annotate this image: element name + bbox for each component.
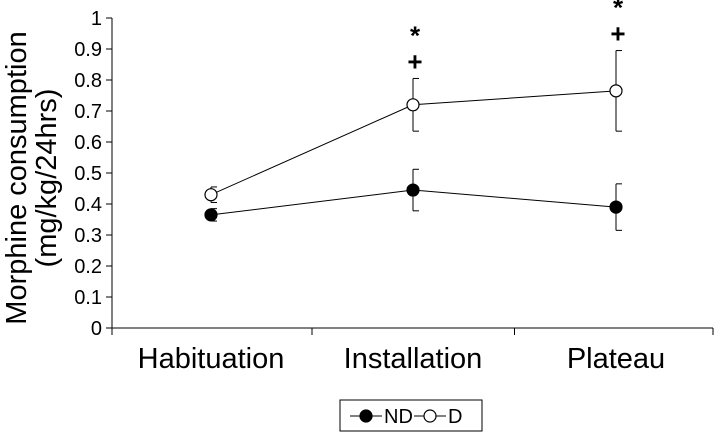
- x-category-label: Installation: [344, 343, 483, 375]
- legend-label: ND: [384, 406, 413, 428]
- y-tick-label: 0.8: [74, 70, 102, 92]
- y-tick-label: 0.5: [74, 163, 102, 185]
- data-point: [406, 98, 420, 112]
- data-point: [609, 84, 623, 98]
- y-tick-label: 0.3: [74, 225, 102, 247]
- series-D: [204, 50, 623, 203]
- y-tick-label: 1: [91, 8, 102, 30]
- significance-marker: *: [410, 20, 421, 50]
- data-point: [204, 188, 218, 202]
- y-tick-label: 0: [91, 318, 102, 340]
- data-point: [609, 200, 623, 214]
- y-tick-label: 0.6: [74, 132, 102, 154]
- x-category-label: Habituation: [138, 343, 285, 375]
- significance-marker: *: [613, 0, 624, 23]
- legend-label: D: [448, 406, 462, 428]
- annotations: +* +*: [407, 0, 625, 76]
- data-point: [406, 183, 420, 197]
- y-axis-label-line-1: Morphine consumption: [1, 31, 33, 324]
- y-tick-label: 0.2: [74, 256, 102, 278]
- significance-marker: +: [407, 46, 422, 76]
- legend-marker: [423, 409, 437, 423]
- y-tick-label: 0.4: [74, 194, 102, 216]
- y-axis-label-line-2: (mg/kg/24hrs): [31, 89, 63, 268]
- y-tick-label: 0.1: [74, 287, 102, 309]
- series-layer: [204, 50, 623, 231]
- y-ticks: 0 0.1 0.2 0.3 0.4 0.5 0.6 0.7 0.8 0.9 1: [74, 8, 112, 340]
- y-tick-label: 0.7: [74, 101, 102, 123]
- series-ND: [204, 168, 623, 231]
- legend: ND D: [339, 399, 483, 432]
- data-point: [204, 208, 218, 222]
- y-tick-label: 0.9: [74, 39, 102, 61]
- x-category-label: Plateau: [567, 343, 665, 375]
- legend-marker: [359, 409, 373, 423]
- x-categories: Habituation Installation Plateau: [138, 343, 666, 375]
- significance-marker: +: [610, 19, 625, 49]
- y-axis-title: Morphine consumption (mg/kg/24hrs): [1, 31, 63, 324]
